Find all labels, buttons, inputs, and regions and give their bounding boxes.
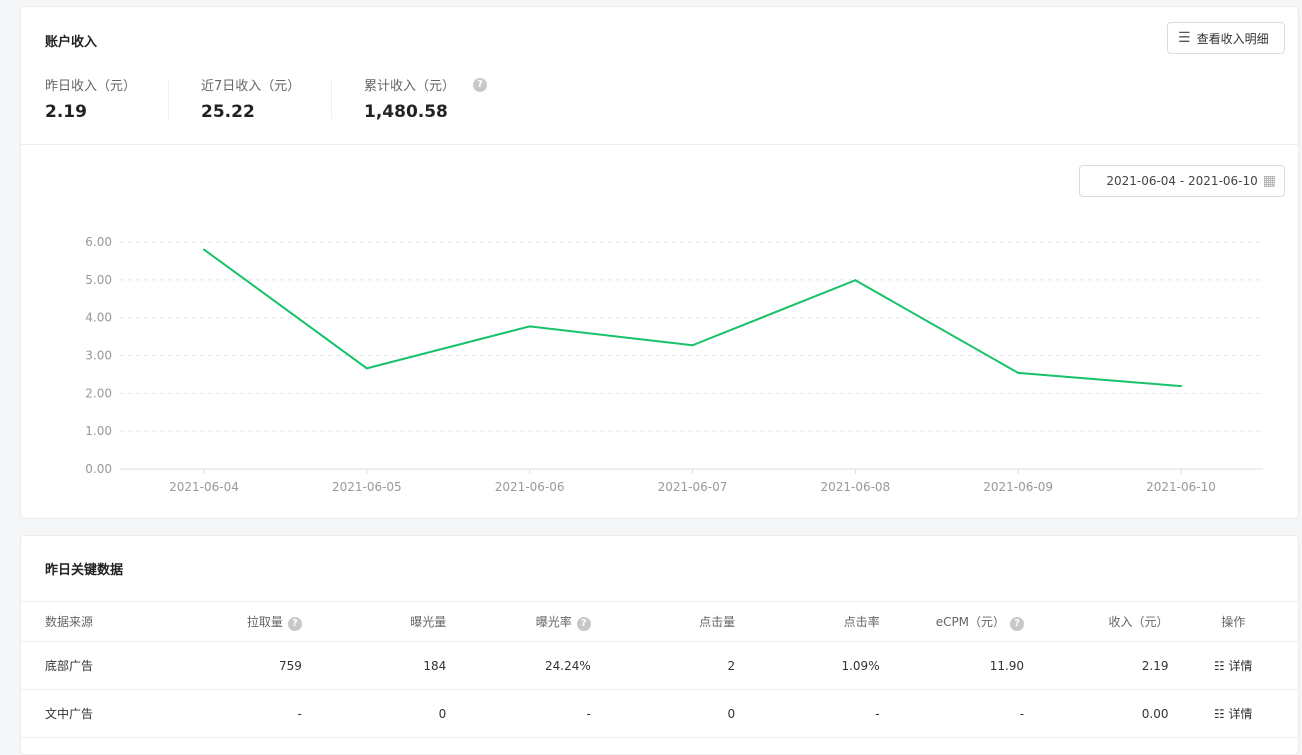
stat-label: 近7日收入（元） — [201, 79, 301, 94]
table-cell: - — [735, 689, 880, 738]
table-cell: 文中广告 — [21, 689, 191, 738]
y-tick-label: 0.00 — [85, 462, 112, 476]
stat-yesterday: 昨日收入（元） 2.19 — [45, 75, 136, 122]
list-icon: ☷ — [1213, 707, 1229, 721]
column-label: 拉取量 — [246, 614, 283, 629]
column-header: 数据来源 — [21, 601, 191, 642]
y-tick-label: 3.00 — [85, 349, 112, 363]
data-point[interactable] — [528, 325, 531, 328]
column-label: 数据来源 — [45, 615, 94, 629]
column-header: 拉取量? — [190, 601, 302, 642]
help-icon[interactable]: ? — [473, 77, 488, 92]
x-tick-label: 2021-06-08 — [820, 480, 890, 494]
detail-label: 详情 — [1228, 707, 1253, 721]
stat-value: 25.22 — [201, 102, 255, 122]
x-tick-label: 2021-06-09 — [983, 480, 1053, 494]
stat-label: 累计收入（元） — [364, 79, 456, 94]
card-title: 昨日关键数据 — [45, 563, 124, 578]
table-cell: 0.00 — [1024, 689, 1169, 738]
stat-value: 1,480.58 — [364, 102, 448, 122]
table-cell: - — [190, 689, 302, 738]
stat-7days: 近7日收入（元） 25.22 — [201, 75, 300, 122]
view-income-detail-button[interactable]: ☰ 查看收入明细 — [1167, 22, 1285, 54]
column-label: 操作 — [1221, 615, 1246, 629]
account-income-card: 账户收入 ☰ 查看收入明细 昨日收入（元） 2.19 近7日收入（元） 25.22 … — [20, 6, 1299, 519]
table-cell: - — [446, 689, 591, 738]
x-tick-label: 2021-06-10 — [1146, 480, 1216, 494]
table-cell: 0 — [301, 689, 447, 738]
column-label: 点击量 — [699, 615, 736, 629]
column-header: 操作 — [1168, 601, 1298, 642]
x-tick-label: 2021-06-05 — [332, 480, 402, 494]
column-header: 收入（元） — [1024, 601, 1169, 642]
date-range-value: 2021-06-04 - 2021-06-10 — [1106, 174, 1258, 188]
help-icon[interactable]: ? — [1010, 616, 1025, 631]
detail-link[interactable]: ☷ 详情 — [1214, 659, 1253, 673]
table-row: 底部广告 759 184 24.24% 2 1.09% 11.90 2.19 ☷ 详情 — [21, 641, 1298, 690]
table-cell: 底部广告 — [21, 641, 191, 690]
card-title: 账户收入 — [45, 35, 98, 50]
column-label: 点击率 — [843, 615, 880, 629]
table-cell: 184 — [301, 641, 447, 690]
button-label: 查看收入明细 — [1196, 31, 1269, 46]
detail-link[interactable]: ☷ 详情 — [1214, 707, 1253, 721]
data-point[interactable] — [691, 344, 694, 347]
y-tick-label: 2.00 — [85, 386, 112, 400]
income-line-chart: 0.00 1.00 2.00 3.00 4.00 5.00 6.00 2021-06-04 20… — [85, 235, 1263, 494]
column-header: 点击量 — [590, 601, 736, 642]
table-cell: 24.24% — [446, 641, 591, 690]
key-data-card: 昨日关键数据 数据来源 拉取量? 曝光量 曝光率? 点击量 点击率 eCPM（元）? 收入（元… — [20, 535, 1299, 755]
y-tick-label: 6.00 — [85, 235, 112, 249]
table-row: 文中广告 -0-0- -0.00 ☷ 详情 — [21, 689, 1298, 738]
data-point[interactable] — [203, 248, 205, 251]
stat-total: 累计收入（元）? 1,480.58 — [364, 75, 488, 122]
x-tick-label: 2021-06-06 — [495, 480, 565, 494]
column-label: 收入（元） — [1108, 615, 1169, 629]
column-label: 曝光率 — [535, 614, 572, 629]
data-point[interactable] — [365, 367, 368, 370]
column-label: eCPM（元） — [935, 614, 1006, 629]
help-icon[interactable]: ? — [287, 616, 302, 631]
y-tick-label: 5.00 — [85, 273, 112, 287]
table-cell: 2 — [590, 641, 736, 690]
table-cell: - — [879, 689, 1025, 738]
table-cell: 11.90 — [879, 641, 1025, 690]
list-icon: ☷ — [1213, 659, 1229, 673]
column-header: 点击率 — [735, 601, 880, 642]
date-range-picker[interactable]: 2021-06-04 - 2021-06-10 ▦ — [1079, 165, 1285, 197]
y-tick-label: 4.00 — [85, 311, 112, 325]
detail-label: 详情 — [1228, 659, 1253, 673]
data-point[interactable] — [1017, 371, 1020, 374]
table-cell: 0 — [590, 689, 736, 738]
x-tick-label: 2021-06-07 — [658, 480, 728, 494]
stat-label: 昨日收入（元） — [45, 79, 137, 94]
column-label: 曝光量 — [410, 615, 447, 629]
stat-value: 2.19 — [45, 102, 87, 122]
column-header: eCPM（元）? — [879, 601, 1025, 642]
data-point[interactable] — [1180, 385, 1182, 388]
menu-icon: ☰ — [1178, 30, 1191, 46]
help-icon[interactable]: ? — [576, 616, 591, 631]
table-cell: 1.09% — [735, 641, 880, 690]
column-header: 曝光率? — [446, 601, 591, 642]
column-header: 曝光量 — [301, 601, 447, 642]
calendar-icon: ▦ — [1262, 173, 1276, 189]
data-point[interactable] — [854, 279, 857, 282]
table-cell: 2.19 — [1024, 641, 1169, 690]
table-cell: 759 — [190, 641, 302, 690]
key-data-table: 数据来源 拉取量? 曝光量 曝光率? 点击量 点击率 eCPM（元）? 收入（元） 操作 底部广… — [21, 601, 1298, 738]
x-tick-label: 2021-06-04 — [169, 480, 239, 494]
y-tick-label: 1.00 — [85, 424, 112, 438]
